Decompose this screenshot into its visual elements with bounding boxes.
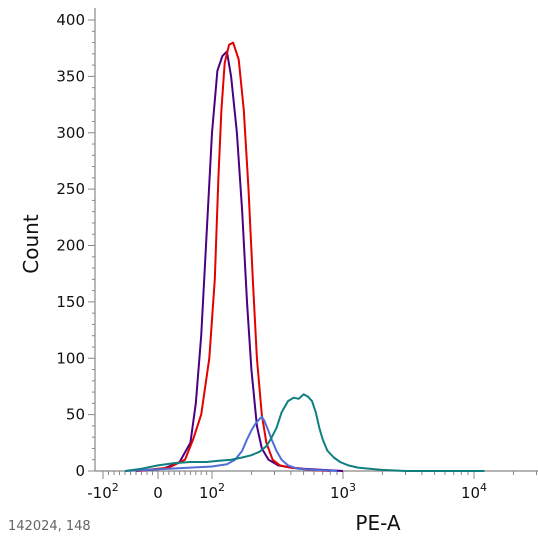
histogram-series-2	[135, 41, 331, 472]
histogram-series-3	[124, 415, 338, 472]
histogram-series-4	[124, 393, 485, 472]
y-tick-label: 350	[56, 67, 85, 85]
x-axis-label: PE-A	[355, 511, 400, 535]
y-tick-label: 100	[56, 349, 85, 367]
x-tick-label: 104	[461, 481, 487, 502]
y-tick-label: 250	[56, 180, 85, 198]
y-tick-label: 300	[56, 124, 85, 142]
footer-text: 142024, 148	[8, 519, 91, 534]
histogram-series-1	[135, 50, 344, 472]
x-tick-label: 102	[199, 481, 225, 502]
x-tick-label: -102	[87, 481, 119, 502]
y-tick-label: 0	[75, 462, 85, 480]
y-tick-label: 200	[56, 237, 85, 255]
y-axis: 0 50 100 150 200 250 300 350 400	[56, 8, 96, 480]
x-tick-label: 0	[153, 484, 163, 502]
x-axis: -102 0 102 103 104	[87, 470, 538, 502]
y-tick-label: 50	[66, 406, 85, 424]
y-tick-label: 150	[56, 293, 85, 311]
y-axis-label: Count	[19, 214, 43, 274]
x-tick-label: 103	[330, 481, 356, 502]
series-layer	[124, 41, 485, 472]
y-tick-label: 400	[56, 11, 85, 29]
